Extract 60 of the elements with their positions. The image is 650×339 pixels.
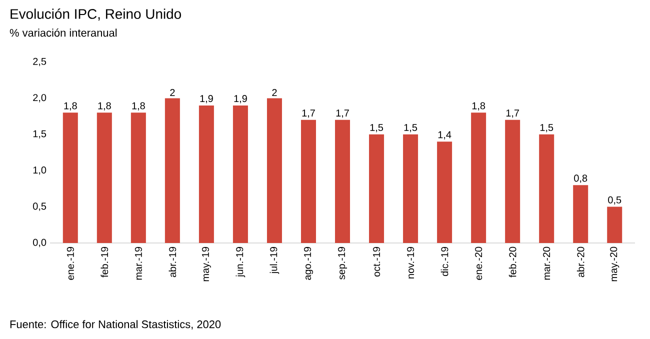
chart-title: Evolución IPC, Reino Unido — [10, 8, 182, 21]
bar — [403, 134, 418, 243]
bar — [300, 120, 316, 243]
bar — [96, 112, 112, 243]
x-tick-label: feb.-20 — [508, 246, 516, 278]
x-tick-label: nov.-19 — [407, 246, 414, 278]
data-label: 1,7 — [506, 110, 519, 118]
x-tick-label: ene.-19 — [66, 246, 74, 280]
x-tick-label: jun.-19 — [236, 246, 246, 278]
x-tick-label: may.-19 — [202, 246, 211, 282]
data-label: 1,9 — [200, 95, 213, 104]
data-label: 1,8 — [472, 102, 486, 110]
data-label: 1,9 — [234, 95, 247, 104]
data-label: 1,8 — [98, 102, 111, 110]
bar — [198, 105, 214, 243]
bar — [164, 98, 180, 243]
x-tick-label: ago.-19 — [304, 246, 313, 280]
bar — [369, 134, 384, 243]
bar — [573, 185, 588, 243]
x-tick-label: mar.-20 — [543, 246, 550, 280]
data-label: 1,5 — [404, 124, 418, 132]
x-tick-label: oct.-19 — [372, 246, 380, 277]
x-tick-label: abr.-19 — [168, 246, 176, 278]
x-tick-label: feb.-19 — [100, 246, 108, 278]
bar — [335, 120, 350, 243]
x-tick-label: dic.-19 — [440, 246, 448, 276]
data-label: 1,8 — [132, 102, 145, 110]
y-tick-label: 0,0 — [33, 238, 46, 248]
x-tick-label: mar.-19 — [134, 246, 142, 280]
y-tick-label: 2,5 — [33, 58, 46, 66]
y-tick-label: 2,0 — [33, 94, 46, 102]
data-label: 1,5 — [370, 124, 384, 132]
data-label: 2 — [170, 89, 175, 96]
y-tick-label: 0,5 — [33, 202, 46, 211]
bar — [505, 120, 520, 243]
data-label: 1,7 — [302, 110, 315, 118]
y-tick-label: 1,0 — [33, 166, 46, 175]
x-tick-label: sep.-19 — [338, 246, 348, 280]
x-tick-label: abr.-20 — [576, 246, 584, 278]
data-label: 0,8 — [574, 174, 588, 183]
bar — [62, 112, 78, 243]
data-label: 1,7 — [336, 110, 349, 118]
data-label: 1,4 — [438, 131, 452, 140]
bar — [471, 112, 486, 243]
bar — [266, 98, 282, 243]
data-label: 1,5 — [540, 124, 554, 132]
bar — [607, 206, 622, 243]
bar — [539, 134, 554, 243]
chart-subtitle: % variación interanual — [10, 28, 117, 37]
data-label: 2 — [272, 89, 277, 96]
bar — [130, 112, 146, 243]
y-tick-label: 1,5 — [33, 130, 46, 138]
x-tick-label: may.-20 — [610, 246, 620, 282]
data-label: 0,5 — [608, 196, 622, 205]
source-note: Fuente: Office for National Stastistics, 2020 — [10, 320, 221, 330]
x-tick-label: jul.-19 — [270, 246, 280, 274]
bar — [232, 105, 248, 243]
bar — [437, 142, 452, 243]
x-tick-label: ene.-20 — [475, 246, 482, 280]
data-label: 1,8 — [64, 102, 77, 110]
